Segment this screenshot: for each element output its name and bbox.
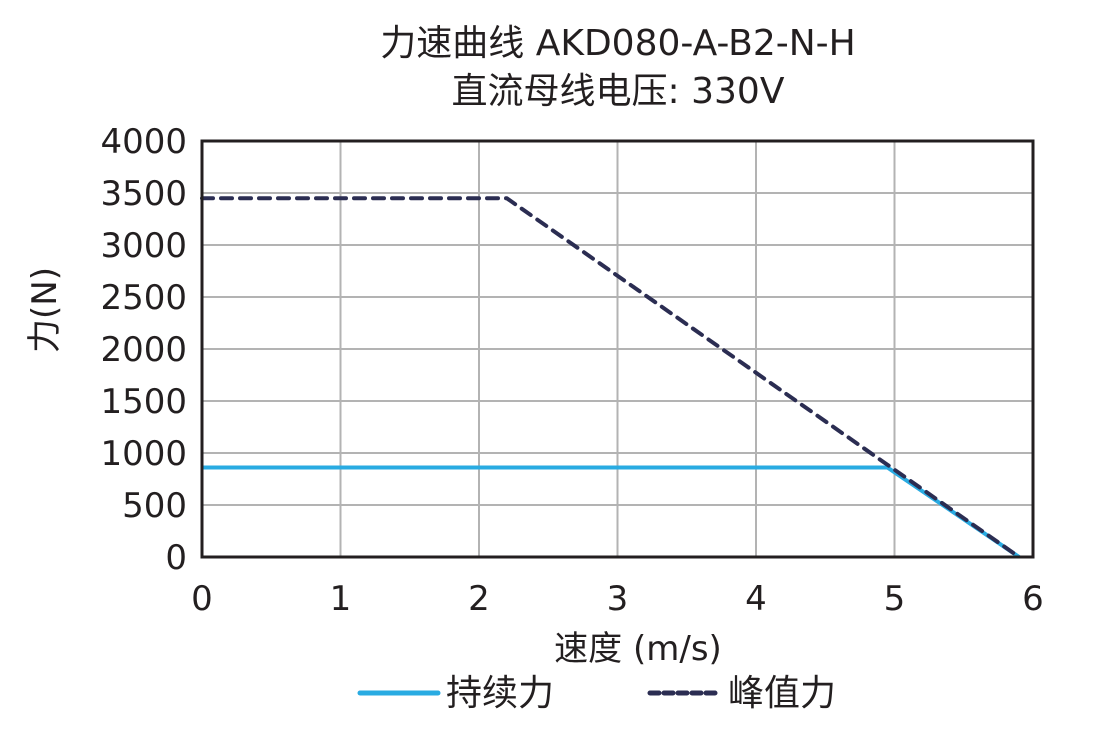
- x-tick-label: 0: [191, 579, 213, 619]
- y-tick-label: 2500: [100, 278, 187, 318]
- y-tick-label: 3500: [100, 174, 187, 214]
- y-tick-label: 1500: [100, 382, 187, 422]
- series-lines: [200, 196, 1022, 559]
- x-tick-label: 1: [330, 579, 352, 619]
- legend-label-continuous: 持续力: [446, 673, 554, 714]
- x-tick-label: 4: [745, 579, 767, 619]
- y-tick-label: 1000: [100, 434, 187, 474]
- y-axis-ticks: 0 500 1000 1500 2000 2500 3000 3500 4000: [100, 122, 187, 578]
- legend-label-peak: 峰值力: [728, 673, 836, 714]
- grid-lines: [201, 140, 1034, 558]
- x-tick-label: 5: [884, 579, 906, 619]
- series-continuous-force: [202, 465, 1021, 559]
- chart-subtitle: 直流母线电压: 330V: [451, 71, 785, 112]
- series-peak-force: [200, 196, 1022, 559]
- x-tick-label: 3: [607, 579, 629, 619]
- y-tick-label: 2000: [100, 330, 187, 370]
- y-axis-label: 力(N): [25, 267, 65, 353]
- plot-frame: [200, 139, 1035, 559]
- y-tick-label: 500: [122, 486, 187, 526]
- y-tick-label: 4000: [100, 122, 187, 162]
- legend: 持续力 峰值力: [357, 673, 836, 714]
- y-tick-label: 0: [165, 538, 187, 578]
- y-tick-label: 3000: [100, 226, 187, 266]
- x-tick-label: 6: [1022, 579, 1044, 619]
- x-axis-ticks: 0 1 2 3 4 5 6: [191, 579, 1044, 619]
- chart-title: 力速曲线 AKD080-A-B2-N-H: [380, 23, 856, 64]
- x-axis-label: 速度 (m/s): [554, 629, 722, 669]
- x-tick-label: 2: [468, 579, 490, 619]
